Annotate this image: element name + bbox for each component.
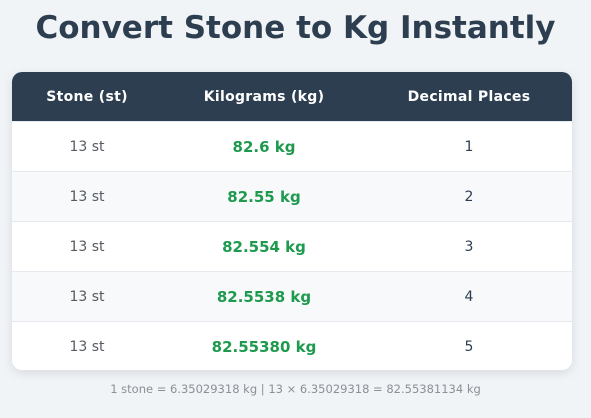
- column-header-decimal-places: Decimal Places: [407, 88, 531, 105]
- table-row: 13 st 82.55 kg 2: [12, 171, 572, 221]
- decimal-places-cell: 3: [464, 238, 474, 255]
- kg-cell: 82.554 kg: [222, 237, 306, 256]
- formula-footnote: 1 stone = 6.35029318 kg | 13 × 6.3502931…: [110, 382, 481, 396]
- kg-cell: 82.55 kg: [227, 187, 301, 206]
- decimal-places-cell: 2: [464, 188, 474, 205]
- stone-cell: 13 st: [69, 238, 105, 255]
- stone-cell: 13 st: [69, 188, 105, 205]
- decimal-places-cell: 5: [464, 338, 474, 355]
- kg-cell: 82.6 kg: [232, 137, 296, 156]
- decimal-places-cell: 4: [464, 288, 474, 305]
- kg-cell: 82.55380 kg: [211, 337, 317, 356]
- table-row: 13 st 82.5538 kg 4: [12, 271, 572, 321]
- page-title: Convert Stone to Kg Instantly: [35, 10, 556, 46]
- column-header-kilograms: Kilograms (kg): [203, 88, 325, 105]
- table-row: 13 st 82.55380 kg 5: [12, 321, 572, 370]
- decimal-places-cell: 1: [464, 138, 474, 155]
- table-header: Stone (st) Kilograms (kg) Decimal Places: [12, 72, 572, 121]
- stone-cell: 13 st: [69, 138, 105, 155]
- stone-cell: 13 st: [69, 288, 105, 305]
- column-header-stone: Stone (st): [46, 88, 128, 105]
- stone-cell: 13 st: [69, 338, 105, 355]
- kg-cell: 82.5538 kg: [216, 287, 312, 306]
- table-row: 13 st 82.554 kg 3: [12, 221, 572, 271]
- table-row: 13 st 82.6 kg 1: [12, 121, 572, 171]
- conversion-table: Stone (st) Kilograms (kg) Decimal Places…: [12, 72, 572, 370]
